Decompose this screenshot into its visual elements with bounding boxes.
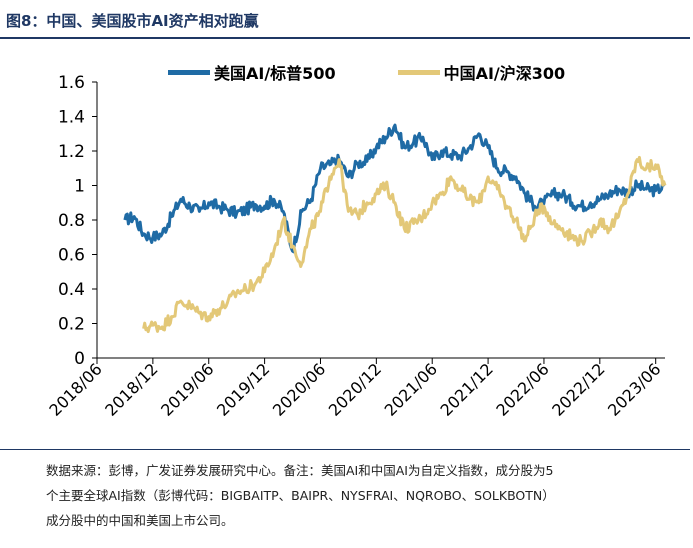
legend-label-us-ai: 美国AI/标普500 <box>214 64 336 83</box>
chart-legend: 美国AI/标普500 中国AI/沪深300 <box>168 60 627 84</box>
y-tick-label: 1.6 <box>58 73 85 93</box>
figure-title: 图8：中国、美国股市AI资产相对跑赢 <box>6 12 259 30</box>
y-tick-label: 0 <box>74 349 85 369</box>
legend-label-cn-ai: 中国AI/沪深300 <box>443 64 566 83</box>
legend-swatch-us-ai <box>168 69 210 75</box>
x-tick-label: 2018/12 <box>101 359 161 419</box>
y-tick-label: 0.4 <box>58 280 85 300</box>
source-note-line-1: 数据来源：彭博，广发证券发展研究中心。备注：美国AI和中国AI为自定义指数，成分… <box>46 463 554 478</box>
chart-plot-area <box>123 123 667 334</box>
x-tick-label: 2019/12 <box>213 359 273 419</box>
chart-axes: 00.20.40.60.811.21.41.62018/062018/12201… <box>45 73 665 420</box>
source-note-line-3: 成分股中的中国和美国上市公司。 <box>46 513 234 528</box>
x-tick-label: 2019/06 <box>157 359 217 419</box>
y-tick-label: 0.8 <box>58 211 85 231</box>
footer-divider <box>0 449 690 450</box>
y-tick-label: 0.2 <box>58 315 85 335</box>
title-divider <box>0 37 690 39</box>
series-line-cn-ai <box>142 155 667 334</box>
y-tick-label: 1.4 <box>58 108 85 128</box>
source-note-line-2: 个主要全球AI指数（彭博代码：BIGBAITP、BAIPR、NYSFRAI、NQ… <box>46 488 555 503</box>
source-note: 数据来源：彭博，广发证券发展研究中心。备注：美国AI和中国AI为自定义指数，成分… <box>46 458 686 533</box>
y-tick-label: 1.2 <box>58 142 85 162</box>
y-tick-label: 1 <box>74 177 85 197</box>
legend-item-us-ai: 美国AI/标普500 <box>168 60 336 84</box>
legend-item-cn-ai: 中国AI/沪深300 <box>397 60 566 84</box>
y-tick-label: 0.6 <box>58 246 85 266</box>
x-tick-label: 2021/12 <box>436 359 496 419</box>
series-line-us-ai <box>123 123 667 254</box>
legend-swatch-cn-ai <box>397 69 440 75</box>
x-tick-label: 2020/06 <box>269 359 329 419</box>
x-tick-label: 2021/06 <box>381 359 441 419</box>
x-tick-label: 2022/06 <box>492 359 552 419</box>
x-tick-label: 2023/06 <box>604 359 664 419</box>
line-chart: 00.20.40.60.811.21.41.62018/062018/12201… <box>45 73 667 420</box>
x-tick-label: 2022/12 <box>548 359 608 419</box>
x-tick-label: 2020/12 <box>325 359 385 419</box>
